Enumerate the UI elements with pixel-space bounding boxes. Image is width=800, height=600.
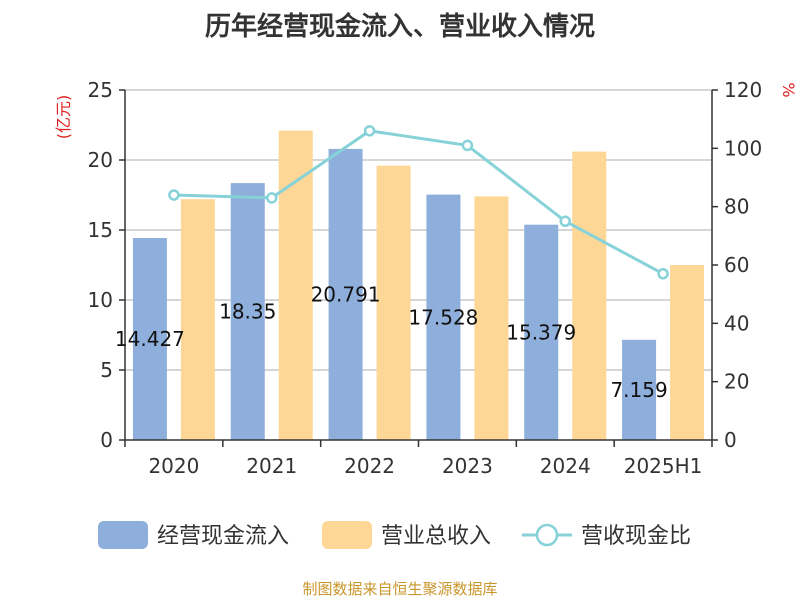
cash-inflow-value-label: 17.528	[408, 305, 478, 329]
revenue-bar	[474, 196, 509, 440]
legend-swatch-cash-inflow	[98, 521, 148, 549]
data-labels: 14.427 18.35 20.791 17.528 15.379 7.159	[115, 282, 668, 401]
legend-swatch-ratio-marker	[535, 523, 559, 547]
cash-inflow-value-label: 7.159	[610, 378, 667, 402]
chart-title: 历年经营现金流入、营业收入情况	[204, 12, 595, 42]
cash-inflow-bar	[328, 148, 363, 440]
revenue-bar	[376, 165, 411, 440]
cash-inflow-bar	[524, 224, 559, 440]
cash-inflow-bar	[132, 238, 167, 440]
ratio-point	[266, 192, 278, 204]
left-tick-label: 25	[88, 78, 113, 102]
legend-label-ratio: 营收现金比	[581, 524, 691, 549]
revenue-bar	[670, 265, 705, 440]
right-tick-label: 80	[724, 195, 749, 219]
left-tick-label: 10	[88, 288, 113, 312]
ratio-point	[363, 125, 376, 137]
right-tick-label: 0	[724, 428, 737, 452]
revenue-bar	[278, 130, 313, 440]
legend-label-cash-inflow: 经营现金流入	[157, 524, 289, 549]
x-tick-label: 2024	[540, 454, 591, 478]
left-tick-label: 15	[88, 218, 113, 242]
legend-label-revenue: 营业总收入	[381, 524, 491, 549]
right-tick-label: 60	[724, 253, 749, 277]
ratio-point	[657, 268, 669, 280]
cash-inflow-value-label: 15.379	[506, 320, 576, 344]
right-tick-label: 40	[724, 311, 749, 335]
x-tick-label: 2023	[442, 454, 493, 478]
cash-inflow-value-label: 14.427	[115, 327, 185, 351]
revenue-bar	[572, 151, 607, 440]
ratio-line	[168, 125, 669, 280]
right-tick-label: 20	[724, 370, 749, 394]
ratio-point	[559, 215, 571, 227]
right-tick-label: 120	[724, 78, 762, 102]
cash-inflow-bar	[426, 194, 461, 440]
x-tick-label: 2021	[246, 454, 297, 478]
cash-inflow-value-label: 18.35	[219, 300, 276, 324]
grid-lines	[125, 89, 712, 371]
left-tick-label: 0	[100, 428, 113, 452]
x-tick-label: 2022	[344, 454, 395, 478]
left-axis-unit: (亿元)	[54, 95, 73, 140]
cash-inflow-bar	[230, 183, 265, 440]
x-tick-label: 2020	[148, 454, 199, 478]
axes: 0 5 10 15 20 25 0 20 40 60 80 100 120 2020 2021 2022 202…	[88, 78, 763, 478]
revenue-bar	[180, 199, 215, 440]
cash-inflow-value-label: 20.791	[311, 282, 381, 306]
cash-inflow-bar	[622, 339, 657, 440]
ratio-point	[461, 139, 474, 152]
legend: 经营现金流入 营业总收入 营收现金比	[98, 521, 691, 549]
left-tick-label: 5	[100, 358, 113, 382]
bars	[132, 130, 705, 440]
right-tick-label: 100	[724, 136, 762, 160]
x-tick-label: 2025H1	[624, 454, 703, 478]
ratio-point	[168, 189, 180, 201]
cash-revenue-ratio-line	[173, 129, 664, 276]
legend-swatch-revenue	[322, 521, 372, 549]
right-axis-unit: %	[779, 82, 798, 97]
source-note: 制图数据来自恒生聚源数据库	[302, 580, 498, 598]
left-tick-label: 20	[88, 148, 113, 172]
